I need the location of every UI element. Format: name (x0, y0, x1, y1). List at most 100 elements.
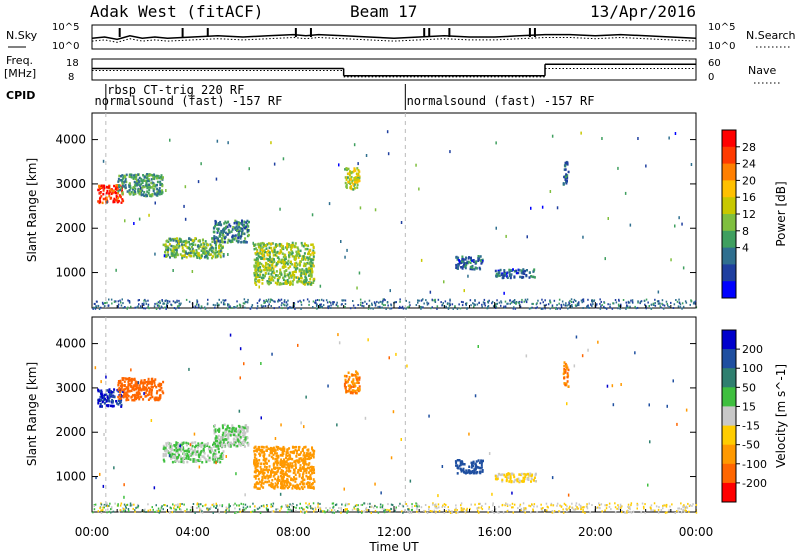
echo-cell (258, 252, 261, 255)
echo-cell (176, 241, 179, 244)
echo-cell (120, 509, 123, 512)
echo-cell (256, 307, 258, 310)
echo-cell (368, 299, 371, 302)
echo-cell (438, 506, 440, 509)
echo-cell (109, 188, 112, 192)
echo-cell (154, 398, 157, 402)
echo-cell (328, 509, 330, 512)
echo-cell (443, 280, 445, 284)
echo-cell (99, 390, 102, 393)
echo-cell (266, 269, 269, 272)
echo-cell (194, 445, 197, 449)
echo-cell (225, 221, 228, 225)
echo-cell (215, 502, 217, 505)
echo-cell (135, 391, 138, 395)
echo-cell (307, 484, 310, 488)
noise-search-label: N.Search (746, 29, 796, 42)
echo-cell (565, 382, 568, 385)
colorbar-swatch (722, 230, 736, 249)
echo-cell (398, 505, 400, 507)
echo-cell (672, 379, 674, 383)
echo-cell (144, 194, 147, 198)
echo-cell (614, 511, 617, 514)
echo-cell (121, 384, 124, 387)
echo-cell (415, 504, 418, 507)
echo-cell (101, 396, 104, 400)
echo-cell (553, 510, 556, 513)
echo-cell (231, 228, 234, 231)
echo-cell (531, 302, 533, 305)
echo-cell (237, 233, 240, 237)
echo-cell (254, 252, 257, 255)
y-tick-label: 4000 (55, 337, 86, 351)
echo-cell (358, 176, 361, 180)
echo-cell (222, 253, 225, 256)
echo-cell (144, 508, 146, 511)
echo-cell (269, 448, 272, 452)
echo-cell (140, 395, 143, 399)
echo-cell (433, 299, 435, 302)
echo-cell (506, 503, 509, 506)
echo-cell (186, 460, 189, 464)
echo-cell (417, 301, 419, 304)
echo-cell (263, 299, 265, 302)
echo-cell (207, 252, 210, 256)
echo-cell (169, 248, 172, 251)
echo-cell (521, 298, 523, 301)
echo-cell (151, 382, 153, 386)
echo-cell (522, 476, 525, 480)
echo-cell (272, 279, 275, 282)
echo-cell (288, 243, 291, 247)
echo-cell (302, 478, 305, 482)
echo-cell (153, 187, 156, 191)
echo-cell (130, 379, 133, 383)
echo-cell (150, 186, 153, 189)
echo-cell (135, 184, 138, 187)
echo-cell (268, 454, 271, 457)
echo-cell (199, 453, 202, 456)
echo-cell (118, 401, 121, 405)
echo-cell (273, 248, 276, 251)
echo-cell (170, 249, 173, 253)
echo-cell (139, 186, 142, 190)
echo-cell (674, 132, 677, 135)
echo-cell (300, 451, 303, 454)
echo-cell (472, 302, 474, 305)
echo-cell (100, 195, 103, 198)
echo-cell (191, 251, 194, 254)
echo-cell (128, 182, 131, 185)
echo-cell (311, 449, 314, 452)
echo-cell (143, 381, 146, 385)
echo-cell (288, 276, 291, 280)
echo-cell (257, 266, 260, 270)
echo-cell (152, 379, 155, 383)
echo-cell (275, 452, 278, 455)
echo-cell (201, 455, 204, 458)
echo-cell (293, 468, 295, 471)
echo-cell (534, 473, 537, 477)
echo-cell (309, 469, 312, 472)
echo-cell (271, 261, 274, 264)
echo-cell (332, 303, 334, 306)
echo-cell (660, 509, 663, 511)
echo-cell (148, 183, 151, 186)
echo-cell (170, 456, 173, 460)
echo-cell (478, 502, 480, 505)
echo-cell (286, 279, 289, 282)
echo-cell (462, 265, 465, 268)
echo-cell (311, 482, 314, 485)
echo-cell (533, 503, 536, 506)
echo-cell (294, 464, 297, 467)
echo-cell (256, 273, 259, 277)
echo-cell (138, 190, 141, 194)
echo-cell (280, 282, 283, 286)
echo-cell (259, 256, 262, 259)
echo-cell (682, 509, 684, 511)
echo-cell (566, 161, 569, 164)
echo-cell (519, 503, 522, 506)
echo-cell (626, 305, 629, 308)
echo-cell (678, 507, 680, 510)
echo-cell (302, 299, 305, 302)
echo-cell (365, 154, 368, 157)
echo-cell (216, 460, 219, 463)
